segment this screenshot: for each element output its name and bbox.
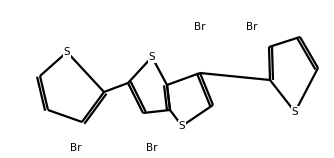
Text: Br: Br <box>146 143 158 153</box>
Text: S: S <box>292 107 298 117</box>
Text: Br: Br <box>246 22 258 32</box>
Text: S: S <box>149 52 155 62</box>
Text: Br: Br <box>70 143 82 153</box>
Text: S: S <box>64 47 70 57</box>
Text: S: S <box>179 121 185 131</box>
Text: Br: Br <box>194 22 206 32</box>
